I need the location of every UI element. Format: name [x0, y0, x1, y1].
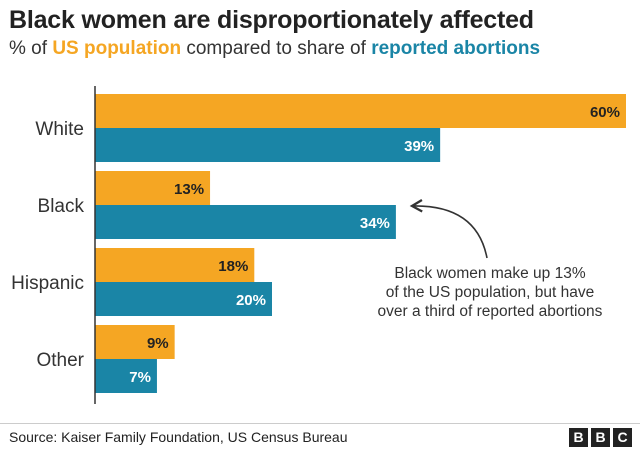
subtitle-prefix: % of: [9, 38, 53, 59]
data-label: 7%: [129, 369, 151, 386]
annotation-line: of the US population, but have: [385, 284, 595, 301]
chart-title: Black women are disproportionately affec…: [9, 6, 534, 34]
category-label-white: White: [35, 119, 84, 140]
bbc-logo-block: B: [569, 428, 588, 447]
bbc-logo: B B C: [569, 428, 632, 447]
category-label-hispanic: Hispanic: [11, 273, 84, 294]
bar-black-population: [95, 171, 211, 205]
legend-abortions: reported abortions: [371, 38, 541, 59]
legend-population: US population: [52, 38, 182, 59]
bar-other-abortions: [95, 359, 157, 393]
data-label: 39%: [404, 138, 434, 155]
subtitle-middle: compared to share of: [181, 38, 372, 59]
bbc-logo-block: C: [613, 428, 632, 447]
bar-hispanic-abortions: [95, 282, 272, 316]
data-label: 9%: [147, 335, 169, 352]
category-label-other: Other: [36, 350, 84, 371]
bar-white-abortions: [95, 128, 441, 162]
chart-subtitle: % of US population compared to share of …: [9, 38, 540, 60]
category-label-black: Black: [38, 196, 85, 217]
data-label: 60%: [590, 104, 620, 121]
bar-other-population: [95, 325, 175, 359]
footer-divider: [0, 423, 640, 424]
annotation-line: over a third of reported abortions: [377, 303, 603, 320]
bar-hispanic-population: [95, 248, 255, 282]
bar-black-abortions: [95, 205, 396, 239]
data-label: 18%: [218, 258, 248, 275]
data-label: 20%: [236, 292, 266, 309]
annotation-line: Black women make up 13%: [394, 265, 586, 282]
bars-group: 60% 39% White 13% 34% Black 18% 20% Hispanic 9% 7%…: [11, 94, 626, 393]
source-note: Source: Kaiser Family Foundation, US Cen…: [9, 429, 348, 445]
bbc-logo-block: B: [591, 428, 610, 447]
bar-white-population: [95, 94, 626, 128]
annotation-text: Black women make up 13% of the US popula…: [340, 264, 640, 321]
data-label: 13%: [174, 181, 204, 198]
data-label: 34%: [360, 215, 390, 232]
annotation-arrow: [409, 199, 488, 259]
